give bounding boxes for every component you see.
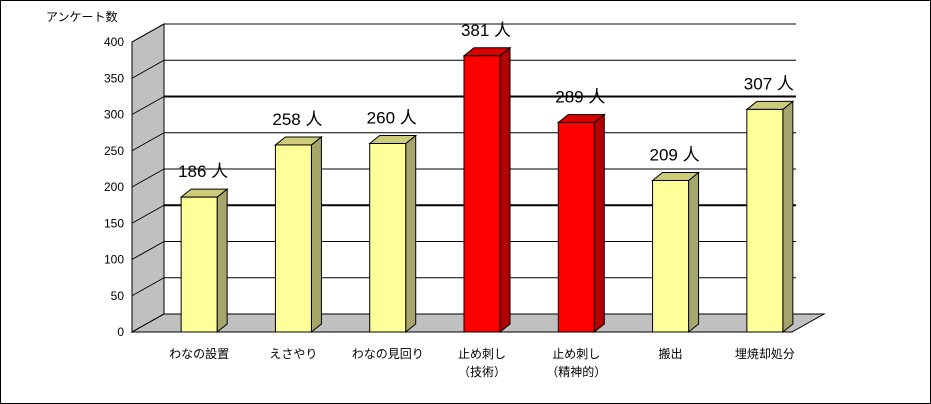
bar	[369, 143, 407, 333]
bar-side	[405, 134, 417, 334]
gridline-side	[131, 241, 165, 260]
y-axis-title: アンケート数	[46, 10, 118, 24]
data-label: 186 人	[178, 162, 228, 181]
data-label: 381 人	[461, 21, 511, 40]
y-tick-label: 50	[111, 289, 125, 303]
bar	[274, 144, 312, 333]
bar-side	[688, 171, 700, 334]
gridline-side	[131, 204, 165, 224]
bar-side	[310, 135, 322, 334]
bar-side	[593, 113, 605, 334]
data-label: 260 人	[367, 109, 417, 128]
x-tick-label: わなの設置	[169, 346, 229, 361]
x-tick-label-line2: （技術）	[458, 365, 506, 379]
x-tick-label: 止め刺し	[458, 347, 506, 361]
y-tick-label: 250	[104, 144, 124, 158]
bar	[557, 121, 595, 333]
data-label: 209 人	[650, 145, 700, 164]
bar	[180, 196, 218, 333]
bar-side	[499, 46, 511, 334]
x-tick-label: 埋焼却処分	[735, 347, 795, 361]
y-tick-label: 100	[104, 253, 124, 267]
data-label: 258 人	[272, 110, 322, 129]
x-tick-label: えさやり	[269, 347, 317, 361]
y-tick-label: 200	[104, 180, 124, 194]
x-tick-label: わなの見回り	[352, 347, 424, 361]
gridline-side	[131, 277, 165, 297]
gridline-side	[131, 313, 165, 333]
data-label: 307 人	[744, 74, 794, 93]
bar-side	[216, 188, 228, 334]
gridline-side	[131, 59, 165, 79]
x-tick-label: 搬出	[659, 346, 683, 361]
bar	[652, 179, 690, 333]
y-tick-label: 350	[104, 71, 124, 85]
gridline-side	[131, 168, 165, 188]
y-tick-label: 400	[104, 35, 124, 49]
bar-side	[782, 100, 794, 334]
x-tick-label-line2: （精神的）	[546, 364, 606, 379]
y-tick-label: 300	[104, 108, 124, 122]
bar	[463, 55, 501, 333]
data-label: 289 人	[555, 87, 605, 106]
gridline-side	[131, 23, 165, 43]
bar	[746, 108, 784, 333]
gridline-side	[131, 132, 165, 152]
gridline-side	[131, 96, 165, 115]
x-tick-label: 止め刺し	[552, 347, 600, 361]
y-tick-label: 0	[117, 325, 124, 339]
y-tick-label: 150	[104, 216, 124, 230]
